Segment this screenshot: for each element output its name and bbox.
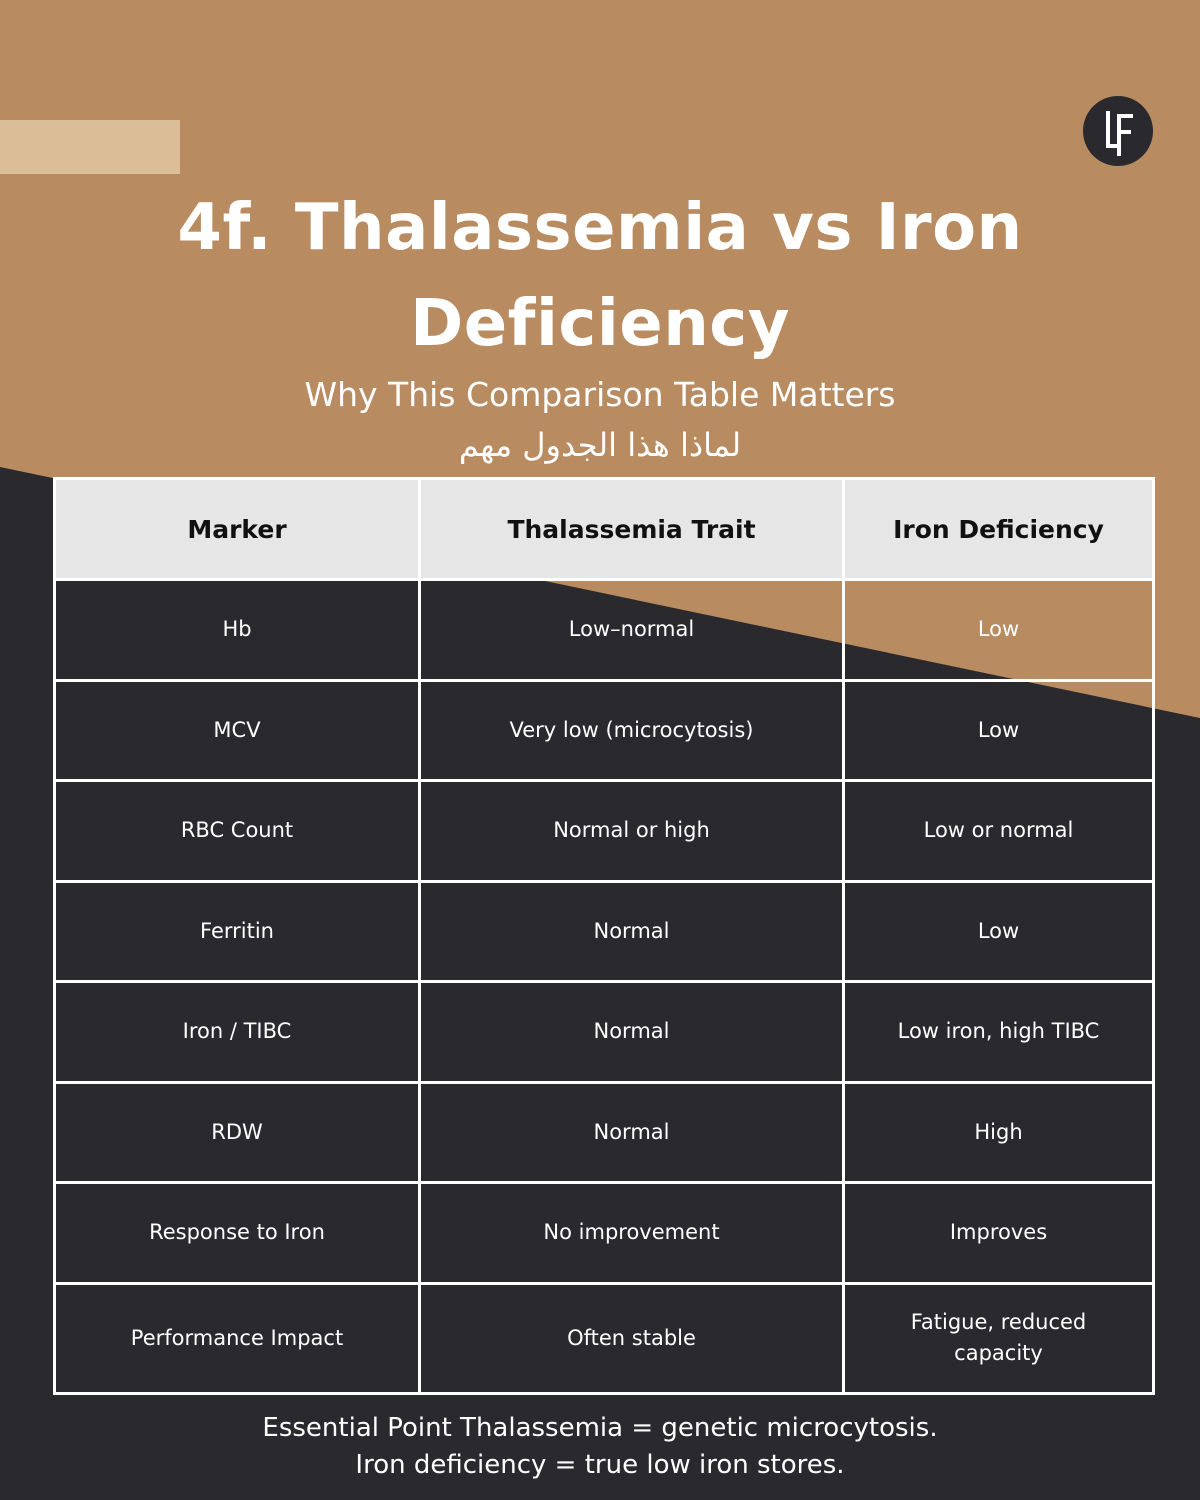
- table-cell: Iron / TIBC: [53, 980, 421, 1084]
- header-iron-deficiency: Iron Deficiency: [842, 477, 1155, 581]
- table-cell: RDW: [53, 1080, 421, 1184]
- table-cell: Low: [842, 879, 1155, 983]
- page-title-line-1: 4f. Thalassemia vs Iron: [177, 191, 1023, 265]
- table-row: RDW Normal High: [53, 1080, 1155, 1184]
- comparison-table: Marker Thalassemia Trait Iron Deficiency…: [53, 477, 1155, 1395]
- table-cell: Performance Impact: [53, 1281, 421, 1395]
- table-row: MCV Very low (microcytosis) Low: [53, 678, 1155, 782]
- table-cell: Low iron, high TIBC: [842, 980, 1155, 1084]
- table-cell: Improves: [842, 1181, 1155, 1285]
- table-cell: Low: [842, 678, 1155, 782]
- table-row: Iron / TIBC Normal Low iron, high TIBC: [53, 980, 1155, 1084]
- header-marker: Marker: [53, 477, 421, 581]
- header-thalassemia-trait: Thalassemia Trait: [418, 477, 845, 581]
- table-cell: Normal: [418, 1080, 845, 1184]
- table-cell: Normal or high: [418, 779, 845, 883]
- table-cell: No improvement: [418, 1181, 845, 1285]
- lf-logo-icon: [1106, 111, 1133, 156]
- table-cell: Low: [842, 578, 1155, 682]
- table-cell: MCV: [53, 678, 421, 782]
- table-cell: Response to Iron: [53, 1181, 421, 1285]
- table-cell: Often stable: [418, 1281, 845, 1395]
- table-cell: Very low (microcytosis): [418, 678, 845, 782]
- table-header-row: Marker Thalassemia Trait Iron Deficiency: [53, 477, 1155, 581]
- footer-line-1: Essential Point Thalassemia = genetic mi…: [262, 1413, 938, 1443]
- table-cell: Low or normal: [842, 779, 1155, 883]
- table-row: Hb Low–normal Low: [53, 578, 1155, 682]
- table-cell: Hb: [53, 578, 421, 682]
- footer-line-2: Iron deficiency = true low iron stores.: [355, 1450, 845, 1480]
- page-title: 4f. Thalassemia vs Iron Deficiency: [0, 180, 1200, 372]
- table-row: Response to Iron No improvement Improves: [53, 1181, 1155, 1285]
- table-cell: RBC Count: [53, 779, 421, 883]
- table-cell: Normal: [418, 980, 845, 1084]
- subtitle: Why This Comparison Table Matters: [304, 375, 896, 414]
- footer-note: Essential Point Thalassemia = genetic mi…: [0, 1410, 1200, 1484]
- table-row: RBC Count Normal or high Low or normal: [53, 779, 1155, 883]
- accent-bar: [0, 120, 180, 174]
- table-cell: High: [842, 1080, 1155, 1184]
- table-cell: Low–normal: [418, 578, 845, 682]
- subtitle-arabic: لماذا هذا الجدول مهم: [458, 426, 742, 464]
- page-title-line-2: Deficiency: [410, 287, 790, 361]
- table-cell: Normal: [418, 879, 845, 983]
- table-cell: Fatigue, reduced capacity: [842, 1281, 1155, 1395]
- logo: [1083, 96, 1153, 166]
- table-row: Performance Impact Often stable Fatigue,…: [53, 1281, 1155, 1395]
- table-cell: Ferritin: [53, 879, 421, 983]
- table-row: Ferritin Normal Low: [53, 879, 1155, 983]
